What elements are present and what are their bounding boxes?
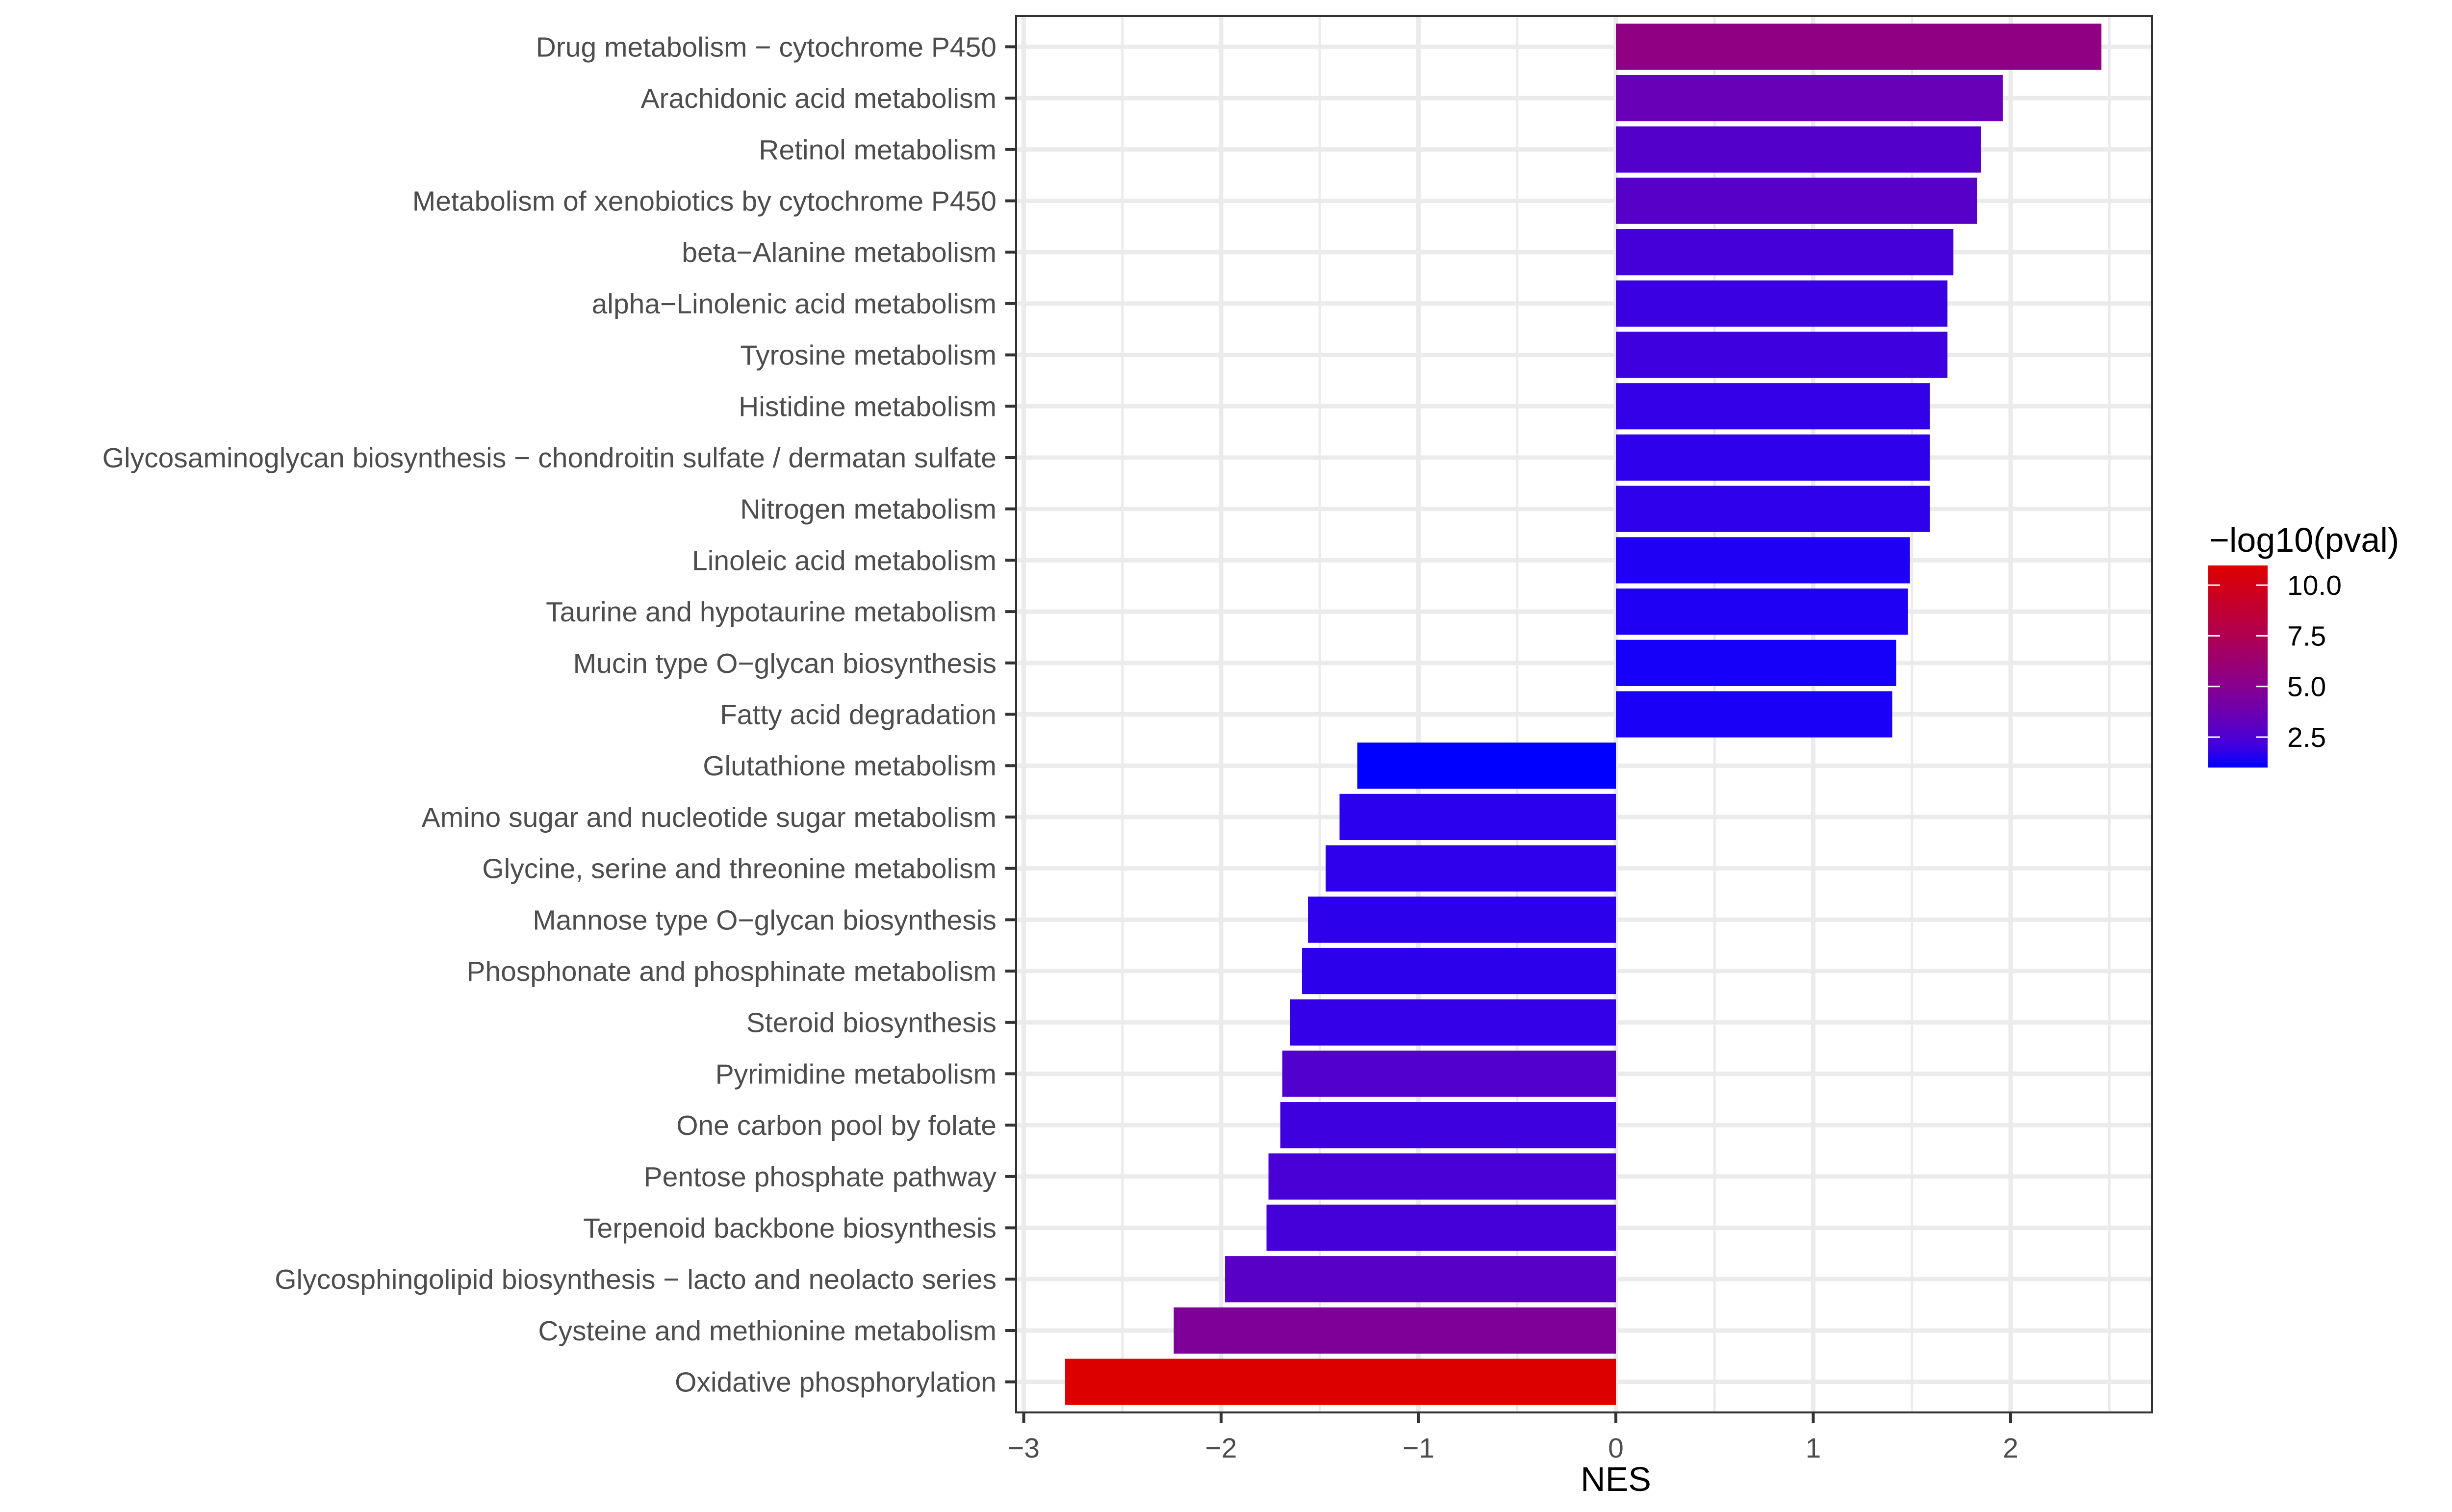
x-axis: −3 −2 −1 0 1 2 — [1008, 1412, 2018, 1464]
x-tick-label: 2 — [2003, 1433, 2018, 1464]
y-tick-label: Terpenoid backbone biosynthesis — [583, 1213, 996, 1244]
y-tick-label: Oxidative phosphorylation — [675, 1367, 996, 1398]
bar — [1616, 588, 1908, 635]
bar — [1268, 1153, 1616, 1200]
bar — [1302, 948, 1616, 995]
x-tick-label: −2 — [1205, 1433, 1237, 1464]
bar — [1616, 229, 1954, 276]
bar — [1616, 280, 1948, 327]
y-tick-label: Glycosphingolipid biosynthesis − lacto a… — [275, 1264, 996, 1295]
y-tick-label: Cysteine and methionine metabolism — [538, 1315, 996, 1347]
legend: −log10(pval) 10.0 7.5 5.0 2.5 — [2208, 521, 2399, 768]
bar — [1065, 1358, 1616, 1405]
y-tick-label: One carbon pool by folate — [676, 1110, 996, 1141]
legend-tick-label: 10.0 — [2287, 570, 2342, 601]
y-tick-label: Nitrogen metabolism — [740, 494, 996, 525]
y-tick-label: Linoleic acid metabolism — [692, 545, 996, 576]
bar — [1326, 845, 1616, 892]
y-tick-label: Mucin type O−glycan biosynthesis — [573, 648, 996, 679]
bar — [1308, 897, 1616, 943]
y-tick-label: beta−Alanine metabolism — [682, 237, 996, 268]
bar — [1339, 794, 1616, 841]
bar — [1357, 743, 1616, 789]
bar — [1282, 1051, 1616, 1097]
y-tick-label: Amino sugar and nucleotide sugar metabol… — [422, 802, 996, 833]
y-tick-label: Pentose phosphate pathway — [644, 1161, 997, 1193]
x-tick-label: −1 — [1403, 1433, 1434, 1464]
y-axis: Drug metabolism − cytochrome P450 Arachid… — [102, 31, 1016, 1398]
bar — [1616, 178, 1977, 224]
y-tick-label: Tyrosine metabolism — [740, 340, 996, 371]
x-tick-label: 0 — [1608, 1433, 1624, 1464]
y-tick-label: Drug metabolism − cytochrome P450 — [536, 31, 996, 63]
x-tick-label: −3 — [1008, 1433, 1040, 1464]
bar — [1280, 1102, 1616, 1149]
bar — [1616, 383, 1930, 430]
legend-ticks: 10.0 7.5 5.0 2.5 — [2208, 570, 2342, 753]
bar — [1616, 537, 1910, 584]
bar — [1616, 332, 1948, 378]
bar — [1616, 434, 1930, 481]
y-tick-label: Glycine, serine and threonine metabolism — [482, 853, 996, 885]
bar — [1225, 1256, 1616, 1303]
y-tick-label: Pyrimidine metabolism — [715, 1058, 996, 1090]
bar — [1616, 75, 2003, 122]
bar — [1616, 126, 1981, 173]
bar — [1616, 486, 1930, 532]
x-tick-label: 1 — [1806, 1433, 1821, 1464]
bars — [1065, 24, 2102, 1405]
y-tick-label: Retinol metabolism — [759, 134, 996, 166]
y-tick-label: alpha−Linolenic acid metabolism — [592, 288, 996, 320]
y-tick-label: Glycosaminoglycan biosynthesis − chondro… — [102, 442, 996, 474]
bar — [1616, 691, 1892, 738]
bar — [1174, 1307, 1616, 1354]
bar — [1616, 24, 2102, 70]
y-tick-label: Taurine and hypotaurine metabolism — [546, 596, 996, 628]
bar — [1616, 640, 1896, 686]
y-tick-label: Fatty acid degradation — [720, 699, 996, 731]
bar — [1290, 999, 1616, 1046]
y-tick-label: Histidine metabolism — [739, 391, 996, 422]
y-tick-label: Arachidonic acid metabolism — [641, 83, 997, 114]
legend-title: −log10(pval) — [2209, 521, 2399, 559]
legend-tick-label: 2.5 — [2287, 722, 2326, 753]
legend-tick-label: 5.0 — [2287, 671, 2326, 703]
legend-colorbar — [2208, 565, 2268, 768]
y-tick-label: Mannose type O−glycan biosynthesis — [533, 904, 996, 936]
y-tick-label: Metabolism of xenobiotics by cytochrome … — [412, 185, 996, 217]
y-tick-label: Glutathione metabolism — [703, 750, 996, 782]
y-tick-label: Steroid biosynthesis — [746, 1007, 996, 1039]
legend-tick-label: 7.5 — [2287, 620, 2326, 652]
y-tick-label: Phosphonate and phosphinate metabolism — [466, 956, 996, 987]
bar — [1266, 1204, 1616, 1251]
x-axis-title: NES — [1581, 1460, 1651, 1498]
